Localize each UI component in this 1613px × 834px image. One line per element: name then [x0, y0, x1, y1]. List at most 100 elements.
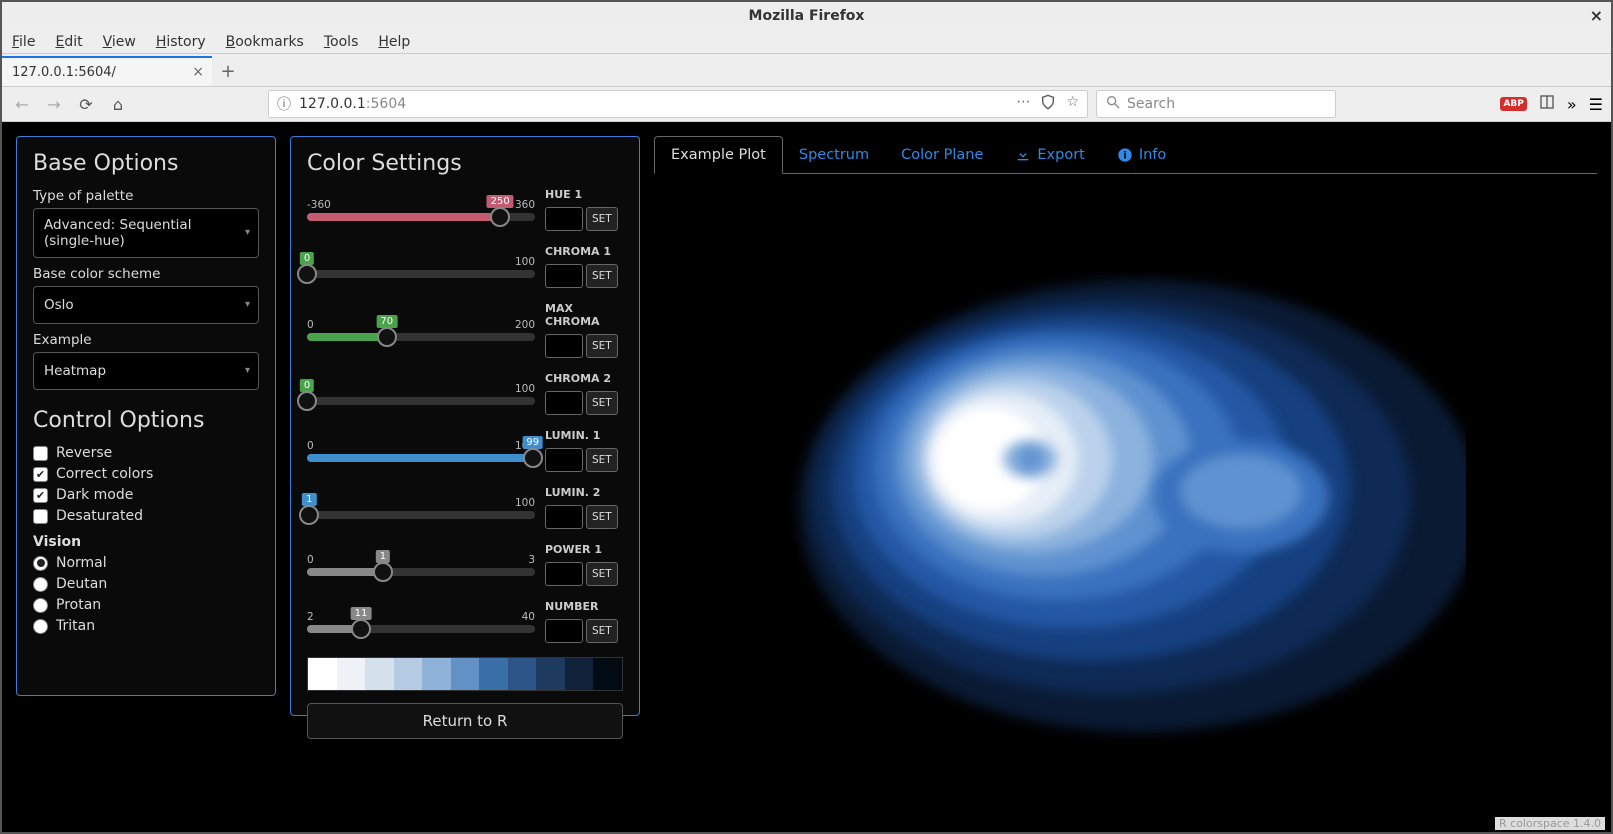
palette-swatch: [394, 658, 423, 690]
base-options-panel: Base Options Type of palette Advanced: S…: [16, 136, 276, 696]
correct-colors-checkbox[interactable]: Correct colors: [33, 466, 259, 482]
menu-bookmarks[interactable]: Bookmarks: [226, 34, 304, 50]
menu-help[interactable]: Help: [378, 34, 410, 50]
slider-row: 031 POWER 1 SET: [307, 543, 623, 586]
slider-value-input[interactable]: [545, 619, 583, 643]
reload-button[interactable]: ⟳: [74, 92, 98, 116]
slider-value-input[interactable]: [545, 562, 583, 586]
window-titlebar: Mozilla Firefox ×: [2, 2, 1611, 30]
slider[interactable]: 01001: [307, 497, 535, 519]
desaturated-checkbox[interactable]: Desaturated: [33, 508, 259, 524]
window-close-button[interactable]: ×: [1590, 6, 1603, 25]
menu-tools[interactable]: Tools: [324, 34, 359, 50]
url-bar[interactable]: ⓘ 127.0.0.1:5604 ⋯ ☆: [268, 90, 1088, 118]
tab-spectrum[interactable]: Spectrum: [783, 136, 885, 173]
forward-button[interactable]: →: [42, 92, 66, 116]
info-icon[interactable]: ⓘ: [277, 94, 291, 114]
palette-type-select[interactable]: Advanced: Sequential (single-hue): [33, 208, 259, 258]
slider-set-button[interactable]: SET: [586, 207, 618, 231]
slider-value-input[interactable]: [545, 264, 583, 288]
slider[interactable]: -360360250: [307, 199, 535, 221]
vision-normal-radio[interactable]: Normal: [33, 555, 259, 571]
abp-icon[interactable]: ABP: [1500, 97, 1526, 111]
palette-type-label: Type of palette: [33, 188, 259, 204]
more-icon[interactable]: ⋯: [1016, 94, 1030, 114]
browser-tab[interactable]: 127.0.0.1:5604/ ×: [2, 56, 212, 86]
slider-row: 020070 MAX CHROMA SET: [307, 302, 623, 358]
slider-set-button[interactable]: SET: [586, 264, 618, 288]
palette-swatch: [508, 658, 537, 690]
palette-swatch: [479, 658, 508, 690]
reverse-checkbox[interactable]: Reverse: [33, 445, 259, 461]
example-select[interactable]: Heatmap: [33, 352, 259, 390]
new-tab-button[interactable]: +: [212, 56, 244, 86]
tab-info[interactable]: i Info: [1101, 136, 1182, 173]
bookmark-star-icon[interactable]: ☆: [1066, 94, 1079, 114]
slider[interactable]: 24011: [307, 611, 535, 633]
slider-row: 24011 NUMBER SET: [307, 600, 623, 643]
hamburger-icon[interactable]: ☰: [1589, 95, 1603, 114]
slider-row: -360360250HUE 1SET: [307, 188, 623, 231]
slider-value-input[interactable]: [545, 505, 583, 529]
slider-row: 010099LUMIN. 1SET: [307, 429, 623, 472]
search-icon: [1105, 94, 1121, 114]
menu-file[interactable]: File: [12, 34, 35, 50]
slider-label: CHROMA 2: [545, 372, 623, 385]
plot-tabs: Example Plot Spectrum Color Plane Export…: [654, 136, 1597, 174]
back-button[interactable]: ←: [10, 92, 34, 116]
palette-swatch: [308, 658, 337, 690]
slider-label: NUMBER: [545, 600, 623, 613]
menu-view[interactable]: View: [103, 34, 136, 50]
nav-bar: ← → ⟳ ⌂ ⓘ 127.0.0.1:5604 ⋯ ☆ Search ABP …: [2, 86, 1611, 122]
base-options-title: Base Options: [33, 151, 259, 176]
slider-set-button[interactable]: SET: [586, 448, 618, 472]
control-options-title: Control Options: [33, 408, 259, 433]
menu-edit[interactable]: Edit: [55, 34, 82, 50]
slider-set-button[interactable]: SET: [586, 334, 618, 358]
slider[interactable]: 031: [307, 554, 535, 576]
slider-set-button[interactable]: SET: [586, 562, 618, 586]
tab-close-icon[interactable]: ×: [192, 64, 204, 80]
tab-example-plot[interactable]: Example Plot: [654, 136, 783, 174]
vision-tritan-radio[interactable]: Tritan: [33, 618, 259, 634]
scheme-select[interactable]: Oslo: [33, 286, 259, 324]
slider-set-button[interactable]: SET: [586, 505, 618, 529]
return-to-r-button[interactable]: Return to R: [307, 703, 623, 739]
home-button[interactable]: ⌂: [106, 92, 130, 116]
menu-history[interactable]: History: [156, 34, 206, 50]
slider[interactable]: 01000: [307, 256, 535, 278]
tab-label: 127.0.0.1:5604/: [12, 65, 116, 80]
shield-icon[interactable]: [1040, 94, 1056, 114]
url-text: 127.0.0.1:5604: [299, 96, 1008, 112]
slider-label: LUMIN. 2: [545, 486, 623, 499]
example-label: Example: [33, 332, 259, 348]
vision-protan-radio[interactable]: Protan: [33, 597, 259, 613]
slider-set-button[interactable]: SET: [586, 391, 618, 415]
slider[interactable]: 020070: [307, 319, 535, 341]
slider-value-input[interactable]: [545, 391, 583, 415]
heatmap-plot: [786, 271, 1466, 741]
slider-label: POWER 1: [545, 543, 623, 556]
palette-swatch: [593, 658, 622, 690]
slider[interactable]: 010099: [307, 440, 535, 462]
color-settings-panel: Color Settings -360360250HUE 1SET 01000 CH…: [290, 136, 640, 716]
slider-value-input[interactable]: [545, 334, 583, 358]
palette-swatch: [451, 658, 480, 690]
slider-value-input[interactable]: [545, 207, 583, 231]
slider-label: MAX CHROMA: [545, 302, 623, 328]
tab-color-plane[interactable]: Color Plane: [885, 136, 999, 173]
slider-value-input[interactable]: [545, 448, 583, 472]
tab-bar: 127.0.0.1:5604/ × +: [2, 54, 1611, 86]
tab-export[interactable]: Export: [999, 136, 1100, 173]
color-settings-title: Color Settings: [307, 151, 623, 176]
slider[interactable]: 01000: [307, 383, 535, 405]
overflow-icon[interactable]: »: [1567, 95, 1577, 114]
search-bar[interactable]: Search: [1096, 90, 1336, 118]
slider-row: 01000 CHROMA 2 SET: [307, 372, 623, 415]
palette-preview: [307, 657, 623, 691]
page-content: Base Options Type of palette Advanced: S…: [2, 122, 1611, 832]
dark-mode-checkbox[interactable]: Dark mode: [33, 487, 259, 503]
reader-icon[interactable]: [1539, 94, 1555, 114]
slider-set-button[interactable]: SET: [586, 619, 618, 643]
vision-deutan-radio[interactable]: Deutan: [33, 576, 259, 592]
